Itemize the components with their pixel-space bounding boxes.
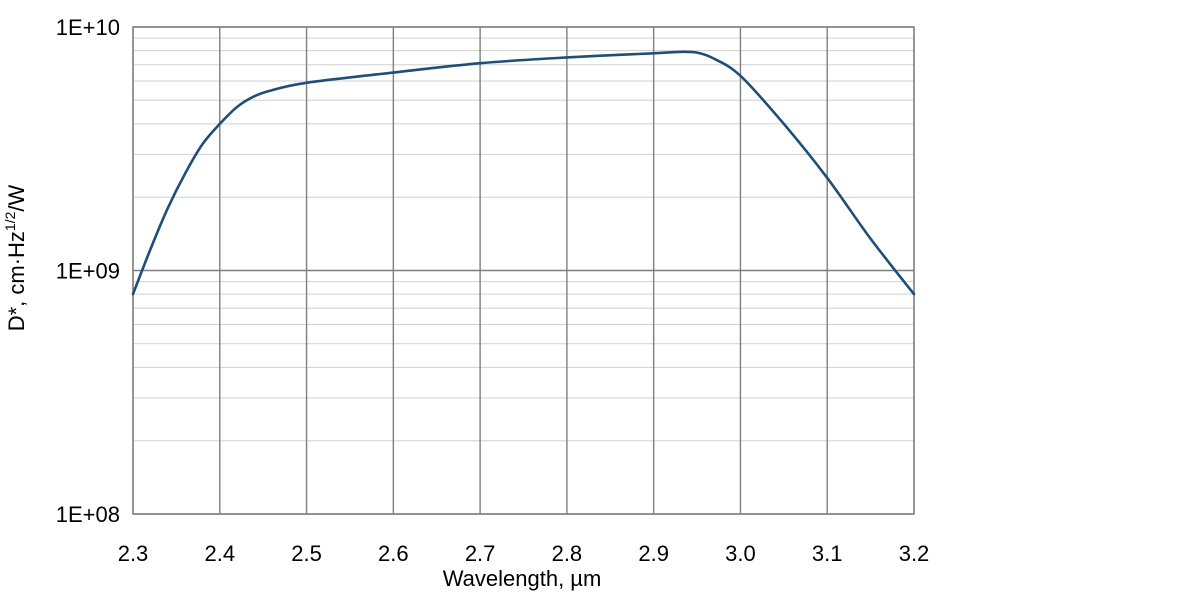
x-tick-label: 3.2 [899,541,930,566]
x-tick-label: 2.6 [378,541,409,566]
x-tick-label: 2.9 [638,541,669,566]
y-tick-labels: 1E+08 1E+09 1E+10 [56,15,120,527]
minor-gridlines [133,37,914,442]
x-tick-label: 2.8 [552,541,583,566]
x-tick-label: 3.1 [812,541,843,566]
x-tick-label: 2.3 [118,541,149,566]
y-tick-label: 1E+08 [56,502,120,527]
x-tick-labels: 2.3 2.4 2.5 2.6 2.7 2.8 2.9 3.0 3.1 3.2 [118,541,930,566]
x-tick-label: 2.5 [291,541,322,566]
x-tick-label: 2.7 [465,541,496,566]
y-axis-label-prefix: D*, cm·Hz [4,231,29,331]
axes [132,26,915,515]
y-tick-label: 1E+10 [56,15,120,40]
y-tick-label: 1E+09 [56,259,120,284]
y-axis-label-superscript: 1/2 [2,211,18,231]
series-layer [131,50,916,296]
plot-frame [132,26,915,515]
y-axis-label: D*, cm·Hz1/2/W [2,184,29,331]
x-tick-label: 3.0 [725,541,756,566]
x-axis-label: Wavelength, µm [443,566,602,591]
y-axis-label-suffix: /W [4,184,29,211]
series-line-d-star [131,50,916,296]
x-tick-label: 2.4 [204,541,235,566]
